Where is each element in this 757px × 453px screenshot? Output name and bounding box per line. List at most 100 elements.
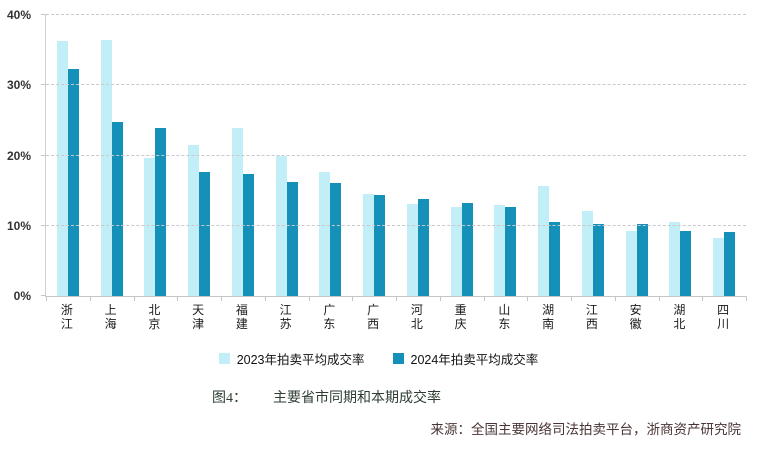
x-tick-mark [702,296,704,301]
x-axis-label-char: 南 [542,317,555,331]
caption-title: 主要省市同期和本期成交率 [273,391,441,406]
x-tick-mark [439,296,441,301]
y-tick-mark [41,295,46,296]
bar-series-0 [450,206,462,296]
x-tick-mark [221,296,222,301]
x-tick-mark [527,296,529,301]
bar-series-0 [319,172,331,296]
bar-group [484,15,528,296]
x-axis-label-char: 东 [323,317,336,331]
bar-series-1 [592,224,604,296]
x-axis-label: 北京 [133,303,177,331]
y-tick-mark [41,224,46,226]
bar-series-1 [636,223,648,296]
bar-series-1 [461,202,473,296]
bar-group [265,15,309,296]
x-axis-label: 四川 [701,303,745,331]
bar-group [134,15,178,296]
bars-layer [46,15,746,296]
x-axis-label: 山东 [483,303,527,331]
bar-series-0 [713,237,725,296]
legend: 2023年拍卖平均成交率 2024年拍卖平均成交率 [0,349,757,368]
legend-item: 2024年拍卖平均成交率 [392,349,539,368]
y-tick-label: 10% [6,218,31,233]
x-axis-label-char: 江 [279,303,292,317]
x-axis-label: 重庆 [439,303,483,331]
x-axis-label-char: 西 [367,317,380,331]
bar-series-0 [188,144,200,296]
x-axis-label: 江西 [570,303,614,331]
x-tick-mark [658,296,660,301]
bar-series-1 [242,173,254,296]
x-axis-label-char: 建 [235,317,248,331]
bar-group [309,15,353,296]
x-axis-label-char: 川 [717,317,730,331]
x-axis-label-char: 四 [717,303,730,317]
y-tick-label: 40% [6,8,31,22]
x-tick-mark [133,296,135,301]
x-axis-label-char: 北 [410,317,423,331]
bar-series-0 [56,41,68,296]
bar-series-1 [680,231,692,296]
x-axis-label: 河北 [395,303,439,331]
x-axis-label: 广东 [308,303,352,331]
bar-group [90,15,134,296]
x-axis-label: 广西 [351,303,395,331]
x-axis-label: 福建 [220,303,264,331]
x-tick-mark [177,296,179,301]
bar-series-0 [100,40,112,296]
x-tick-mark [746,296,747,301]
x-axis-label: 江苏 [264,303,308,331]
y-tick-mark [41,84,46,86]
bar-series-0 [231,128,243,296]
caption-number: 图4： [212,391,247,406]
x-tick-mark [483,296,485,301]
bar-group [702,15,746,296]
bar-group [177,15,221,296]
legend-marker-icon [218,353,230,364]
bar-series-1 [67,69,79,296]
bar-series-0 [538,186,550,296]
bar-series-0 [625,231,637,296]
x-axis-label-char: 东 [498,317,511,331]
y-axis: 0% 10% 20% 30% 40% [0,8,39,303]
x-axis-label-char: 江 [585,303,598,317]
x-tick-mark [614,296,616,301]
x-axis-label-char: 北 [673,317,686,331]
x-axis-label: 湖南 [526,303,570,331]
x-axis-label-char: 徽 [629,317,642,331]
x-axis-label-char: 重 [454,303,467,317]
y-tick-label: 30% [6,78,31,93]
bar-series-0 [144,157,156,296]
gridline-20 [46,154,746,156]
bar-series-1 [374,194,386,296]
bar-series-1 [111,122,123,296]
x-axis-label-char: 庆 [454,317,467,331]
x-axis-label: 天津 [176,303,220,331]
x-tick-mark [396,296,397,301]
bar-series-1 [549,222,561,296]
y-tick-mark [41,154,46,156]
plot-area [41,14,747,301]
x-tick-mark [308,296,310,301]
x-axis-label-char: 海 [104,317,117,331]
x-axis-label-char: 广 [323,303,336,317]
x-axis-labels: 浙江上海北京天津福建江苏广东广西河北重庆山东湖南江西安徽湖北四川 [45,303,745,331]
x-axis-label-char: 湖 [542,303,555,317]
bar-series-1 [286,181,298,296]
legend-label: 2024年拍卖平均成交率 [410,353,539,367]
bar-group [221,15,265,296]
bar-group [46,15,90,296]
x-axis-label-char: 西 [585,317,598,331]
x-axis-label-char: 河 [410,303,423,317]
bar-series-1 [417,199,429,296]
x-axis-label: 安徽 [614,303,658,331]
gridline-10 [46,224,746,226]
y-tick-mark [41,14,46,15]
bar-series-1 [724,232,736,296]
x-axis-label: 湖北 [658,303,702,331]
bar-series-0 [275,155,287,296]
bar-series-0 [494,205,506,296]
legend-marker-icon [392,353,404,364]
